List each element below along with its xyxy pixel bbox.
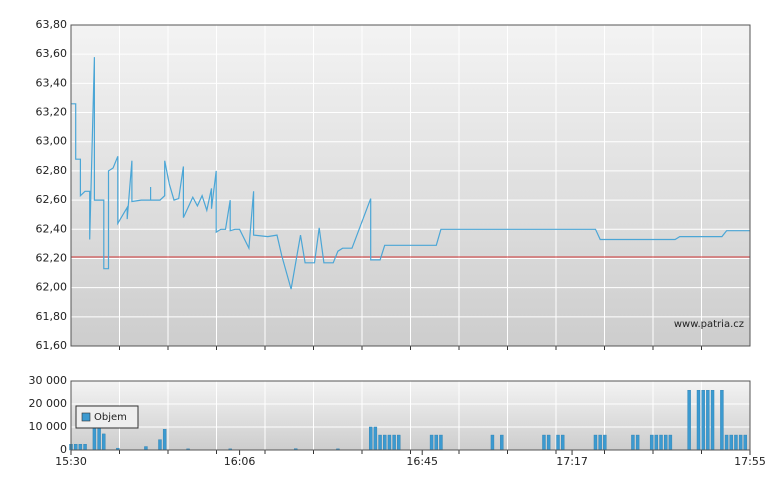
volume-bar — [73, 444, 78, 451]
y-tick-label: 62,20 — [36, 251, 68, 264]
y-tick-label: 61,60 — [36, 339, 68, 352]
volume-bar — [701, 390, 705, 451]
volume-bar — [659, 434, 663, 451]
volume-bar — [383, 434, 387, 451]
x-tick-label: 15:30 — [55, 455, 87, 468]
plot-border — [70, 380, 751, 451]
y-tick-label: 63,80 — [36, 18, 68, 31]
volume-bar — [162, 429, 167, 451]
volume-bar — [373, 426, 378, 451]
x-tick-label: 16:45 — [406, 455, 438, 468]
volume-bar — [500, 434, 504, 451]
volume-bar — [696, 390, 701, 451]
volume-bar — [603, 434, 607, 451]
volume-bar — [635, 434, 640, 451]
y-tick-label: 63,40 — [36, 76, 68, 89]
volume-bar — [654, 434, 659, 451]
volume-bar — [724, 434, 729, 451]
y-tick-label: 30 000 — [29, 374, 68, 387]
y-tick-label: 63,00 — [36, 135, 68, 148]
volume-bar — [97, 427, 101, 451]
volume-bar — [560, 434, 565, 451]
volume-bar — [734, 434, 738, 451]
y-tick-label: 63,60 — [36, 47, 68, 60]
volume-bar — [78, 444, 83, 451]
legend-box — [75, 405, 139, 429]
volume-bar — [593, 434, 598, 451]
y-tick-label: 20 000 — [29, 397, 68, 410]
volume-bar — [387, 434, 392, 451]
legend-swatch — [81, 412, 91, 422]
volume-bar — [397, 434, 401, 451]
y-tick-label: 10 000 — [29, 420, 68, 433]
y-tick-label: 0 — [60, 443, 67, 456]
volume-bar — [687, 390, 691, 451]
volume-bar — [720, 390, 724, 451]
volume-bar — [392, 434, 396, 451]
volume-bar — [439, 434, 443, 451]
y-tick-label: 61,80 — [36, 310, 68, 323]
volume-bar — [743, 434, 748, 451]
volume-bar — [729, 434, 733, 451]
volume-bar — [378, 434, 382, 451]
volume-bar — [710, 390, 715, 451]
volume-bar — [598, 434, 602, 451]
x-tick-label: 16:06 — [224, 455, 256, 468]
y-tick-label: 62,80 — [36, 164, 68, 177]
y-tick-label: 63,20 — [36, 106, 68, 119]
y-tick-label: 62,00 — [36, 281, 68, 294]
volume-bar — [649, 434, 654, 451]
volume-bar — [434, 434, 438, 451]
x-tick-label: 17:17 — [556, 455, 588, 468]
volume-bar — [546, 434, 551, 451]
price-line — [71, 57, 750, 290]
volume-bar — [144, 446, 148, 451]
legend-label: Objem — [94, 412, 127, 423]
plot-border — [70, 24, 751, 347]
volume-bar — [102, 433, 106, 451]
volume-bar — [490, 434, 495, 451]
volume-bar — [368, 426, 373, 451]
volume-bar — [83, 444, 87, 451]
volume-bar — [542, 434, 546, 451]
watermark: www.patria.cz — [674, 319, 744, 330]
volume-bar — [631, 434, 635, 451]
volume-bar — [706, 390, 710, 451]
volume-bar — [738, 434, 743, 451]
y-tick-label: 62,40 — [36, 222, 68, 235]
volume-bar — [664, 434, 668, 451]
y-tick-label: 62,60 — [36, 193, 68, 206]
volume-bar — [158, 439, 162, 451]
x-tick-label: 17:55 — [734, 455, 766, 468]
volume-bar — [556, 434, 560, 451]
volume-bar — [92, 427, 97, 451]
volume-bar — [668, 434, 673, 451]
volume-bar — [429, 434, 434, 451]
